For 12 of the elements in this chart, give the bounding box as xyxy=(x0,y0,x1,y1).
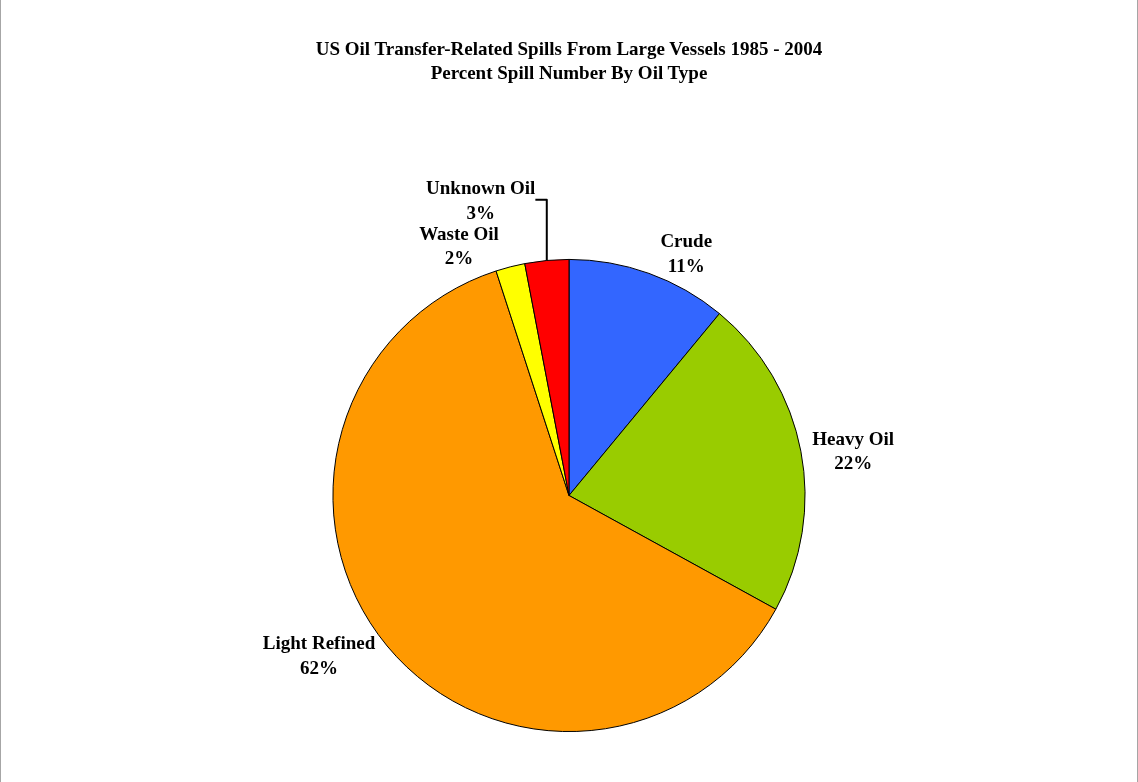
slice-label: Waste Oil xyxy=(419,222,499,244)
data-label: 11% xyxy=(667,255,705,276)
chart-title: US Oil Transfer-Related Spills From Large Vessels 1985 - 2004 xyxy=(315,37,823,59)
slice-label: Heavy Oil xyxy=(812,427,895,449)
data-label: 3% xyxy=(466,201,495,223)
data-label: 22% xyxy=(834,452,873,474)
slice-label: Unknown Oil xyxy=(426,176,536,198)
data-label: 2% xyxy=(444,247,474,269)
slice-label: Crude xyxy=(660,230,713,252)
slice-label: Light Refined xyxy=(262,632,376,654)
chart-subtitle: Percent Spill Number By Oil Type xyxy=(430,62,708,84)
data-label: 62% xyxy=(300,657,339,679)
